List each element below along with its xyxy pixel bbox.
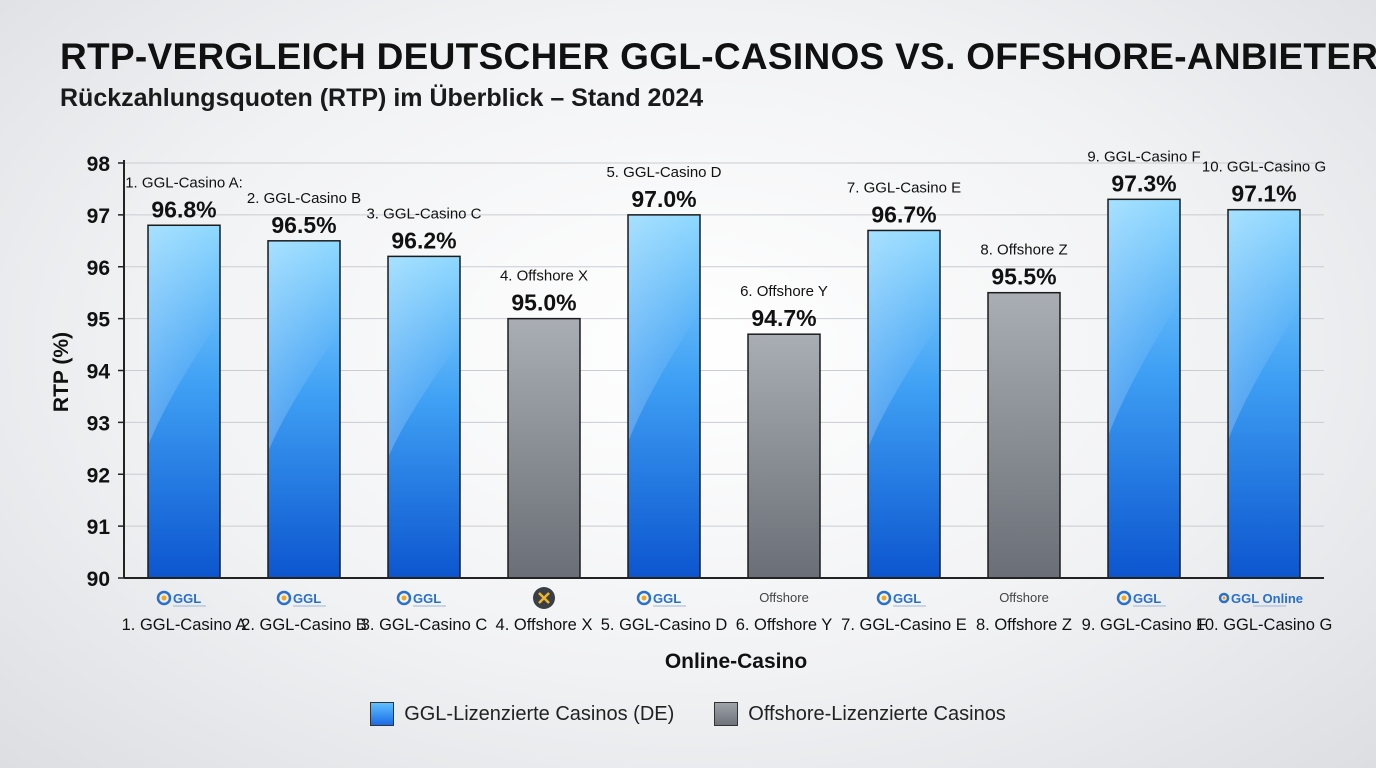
bar-shine-9 — [1109, 200, 1179, 435]
y-tick-label: 92 — [87, 464, 110, 487]
legend-swatch-ggl — [370, 702, 395, 726]
chart-subtitle: Rückzahlungsquoten (RTP) im Überblick – … — [60, 84, 704, 112]
legend: GGL-Lizenzierte Casinos (DE) Offshore-Li… — [0, 702, 1376, 726]
bar-top-label-6: 6. Offshore Y — [740, 283, 828, 300]
ggl-small-logo-icon: GGL Online — [1218, 591, 1303, 607]
ggl-logo-icon: GGL — [876, 590, 926, 607]
x-tick-label-9: 9. GGL-Casino F — [1082, 616, 1207, 634]
chart-title: RTP-VERGLEICH DEUTSCHER GGL-CASINOS VS. … — [60, 36, 1376, 77]
bars-layer — [147, 198, 1301, 579]
x-tick-label-1: 1. GGL-Casino A — [122, 616, 247, 634]
x-tick-label-2: 2. GGL-Casino B — [241, 616, 367, 634]
value-label-5: 97.0% — [631, 186, 696, 212]
bar-top-label-10: 10. GGL-Casino G — [1202, 159, 1326, 176]
bar-shine-1 — [149, 226, 219, 444]
legend-item-ggl: GGL-Lizenzierte Casinos (DE) — [370, 702, 674, 726]
x-tick-label-5: 5. GGL-Casino D — [601, 616, 728, 634]
offshore-text-logo-icon: Offshore — [999, 590, 1049, 605]
y-tick-label: 93 — [87, 412, 110, 435]
bar-4 — [507, 317, 581, 579]
ggl-logo-icon: GGL — [636, 590, 686, 607]
ggl-logo-icon: GGL — [276, 590, 326, 607]
ggl-logo-icon: GGL — [156, 590, 206, 607]
y-tick-label: 94 — [87, 361, 111, 384]
bar-shine-7 — [869, 231, 939, 446]
logo-text-10: GGL Online — [1231, 591, 1303, 606]
bar-top-label-5: 5. GGL-Casino D — [606, 164, 721, 181]
y-tick-label: 96 — [87, 257, 110, 280]
value-label-10: 97.1% — [1231, 181, 1296, 207]
ggl-logo-icon: GGL — [396, 590, 446, 607]
bar-shine-10 — [1229, 210, 1299, 439]
bar-shine-5 — [629, 215, 699, 441]
bar-top-label-3: 3. GGL-Casino C — [366, 205, 481, 222]
value-label-3: 96.2% — [391, 227, 456, 253]
bar-8 — [987, 291, 1061, 579]
bar-top-label-8: 8. Offshore Z — [980, 242, 1067, 259]
y-tick-label: 90 — [87, 568, 110, 591]
x-tick-label-3: 3. GGL-Casino C — [361, 616, 488, 634]
value-label-9: 97.3% — [1111, 170, 1176, 196]
bar-top-label-9: 9. GGL-Casino F — [1087, 148, 1200, 165]
y-tick-label: 98 — [87, 153, 111, 176]
x-tick-label-7: 7. GGL-Casino E — [841, 616, 967, 634]
x-tick-label-6: 6. Offshore Y — [736, 616, 833, 634]
logo-text-3: GGL — [413, 591, 441, 606]
bar-chart: 90 91 92 93 94 95 96 97 98 96.8% 1. GGL-Casino A:… — [50, 148, 1333, 673]
y-tick-label: 95 — [87, 309, 111, 332]
labels-layer: 96.8% 1. GGL-Casino A: 1. GGL-Casino A GGL 9… — [122, 148, 1333, 634]
value-label-7: 96.7% — [871, 201, 936, 227]
legend-label-offshore: Offshore-Lizenzierte Casinos — [748, 702, 1006, 725]
value-label-8: 95.5% — [991, 264, 1056, 290]
logo-text-2: GGL — [293, 591, 321, 606]
logo-text-5: GGL — [653, 591, 681, 606]
bar-6 — [747, 333, 821, 579]
bar-top-label-4: 4. Offshore X — [500, 268, 588, 285]
legend-label-ggl: GGL-Lizenzierte Casinos (DE) — [404, 702, 675, 725]
value-label-1: 96.8% — [151, 196, 216, 222]
logo-text-8: Offshore — [999, 590, 1049, 605]
x-tick-label-8: 8. Offshore Z — [976, 616, 1072, 634]
value-label-6: 94.7% — [751, 305, 816, 331]
legend-swatch-offshore — [714, 702, 739, 726]
bar-top-label-7: 7. GGL-Casino E — [847, 179, 961, 196]
bar-shine-3 — [389, 257, 459, 456]
logo-text-1: GGL — [173, 591, 201, 606]
x-tick-label-4: 4. Offshore X — [496, 616, 593, 634]
offshore-text-logo-icon: Offshore — [759, 590, 809, 605]
x-tick-label-10: 10. GGL-Casino G — [1196, 616, 1333, 634]
y-tick-label: 91 — [87, 516, 111, 539]
x-axis-label: Online-Casino — [665, 650, 807, 673]
bar-shine-2 — [269, 241, 339, 450]
bar-top-label-2: 2. GGL-Casino B — [247, 190, 361, 207]
value-label-4: 95.0% — [511, 290, 576, 316]
logo-text-6: Offshore — [759, 590, 809, 605]
ggl-logo-icon: GGL — [1116, 590, 1166, 607]
y-axis-label: RTP (%) — [50, 332, 73, 412]
legend-item-offshore: Offshore-Lizenzierte Casinos — [714, 702, 1006, 726]
logo-text-9: GGL — [1133, 591, 1161, 606]
y-tick-label: 97 — [87, 205, 110, 228]
logo-text-7: GGL — [893, 591, 921, 606]
bar-top-label-1: 1. GGL-Casino A: — [125, 174, 243, 191]
offshore-x-logo-icon — [533, 587, 555, 609]
value-label-2: 96.5% — [271, 212, 336, 238]
